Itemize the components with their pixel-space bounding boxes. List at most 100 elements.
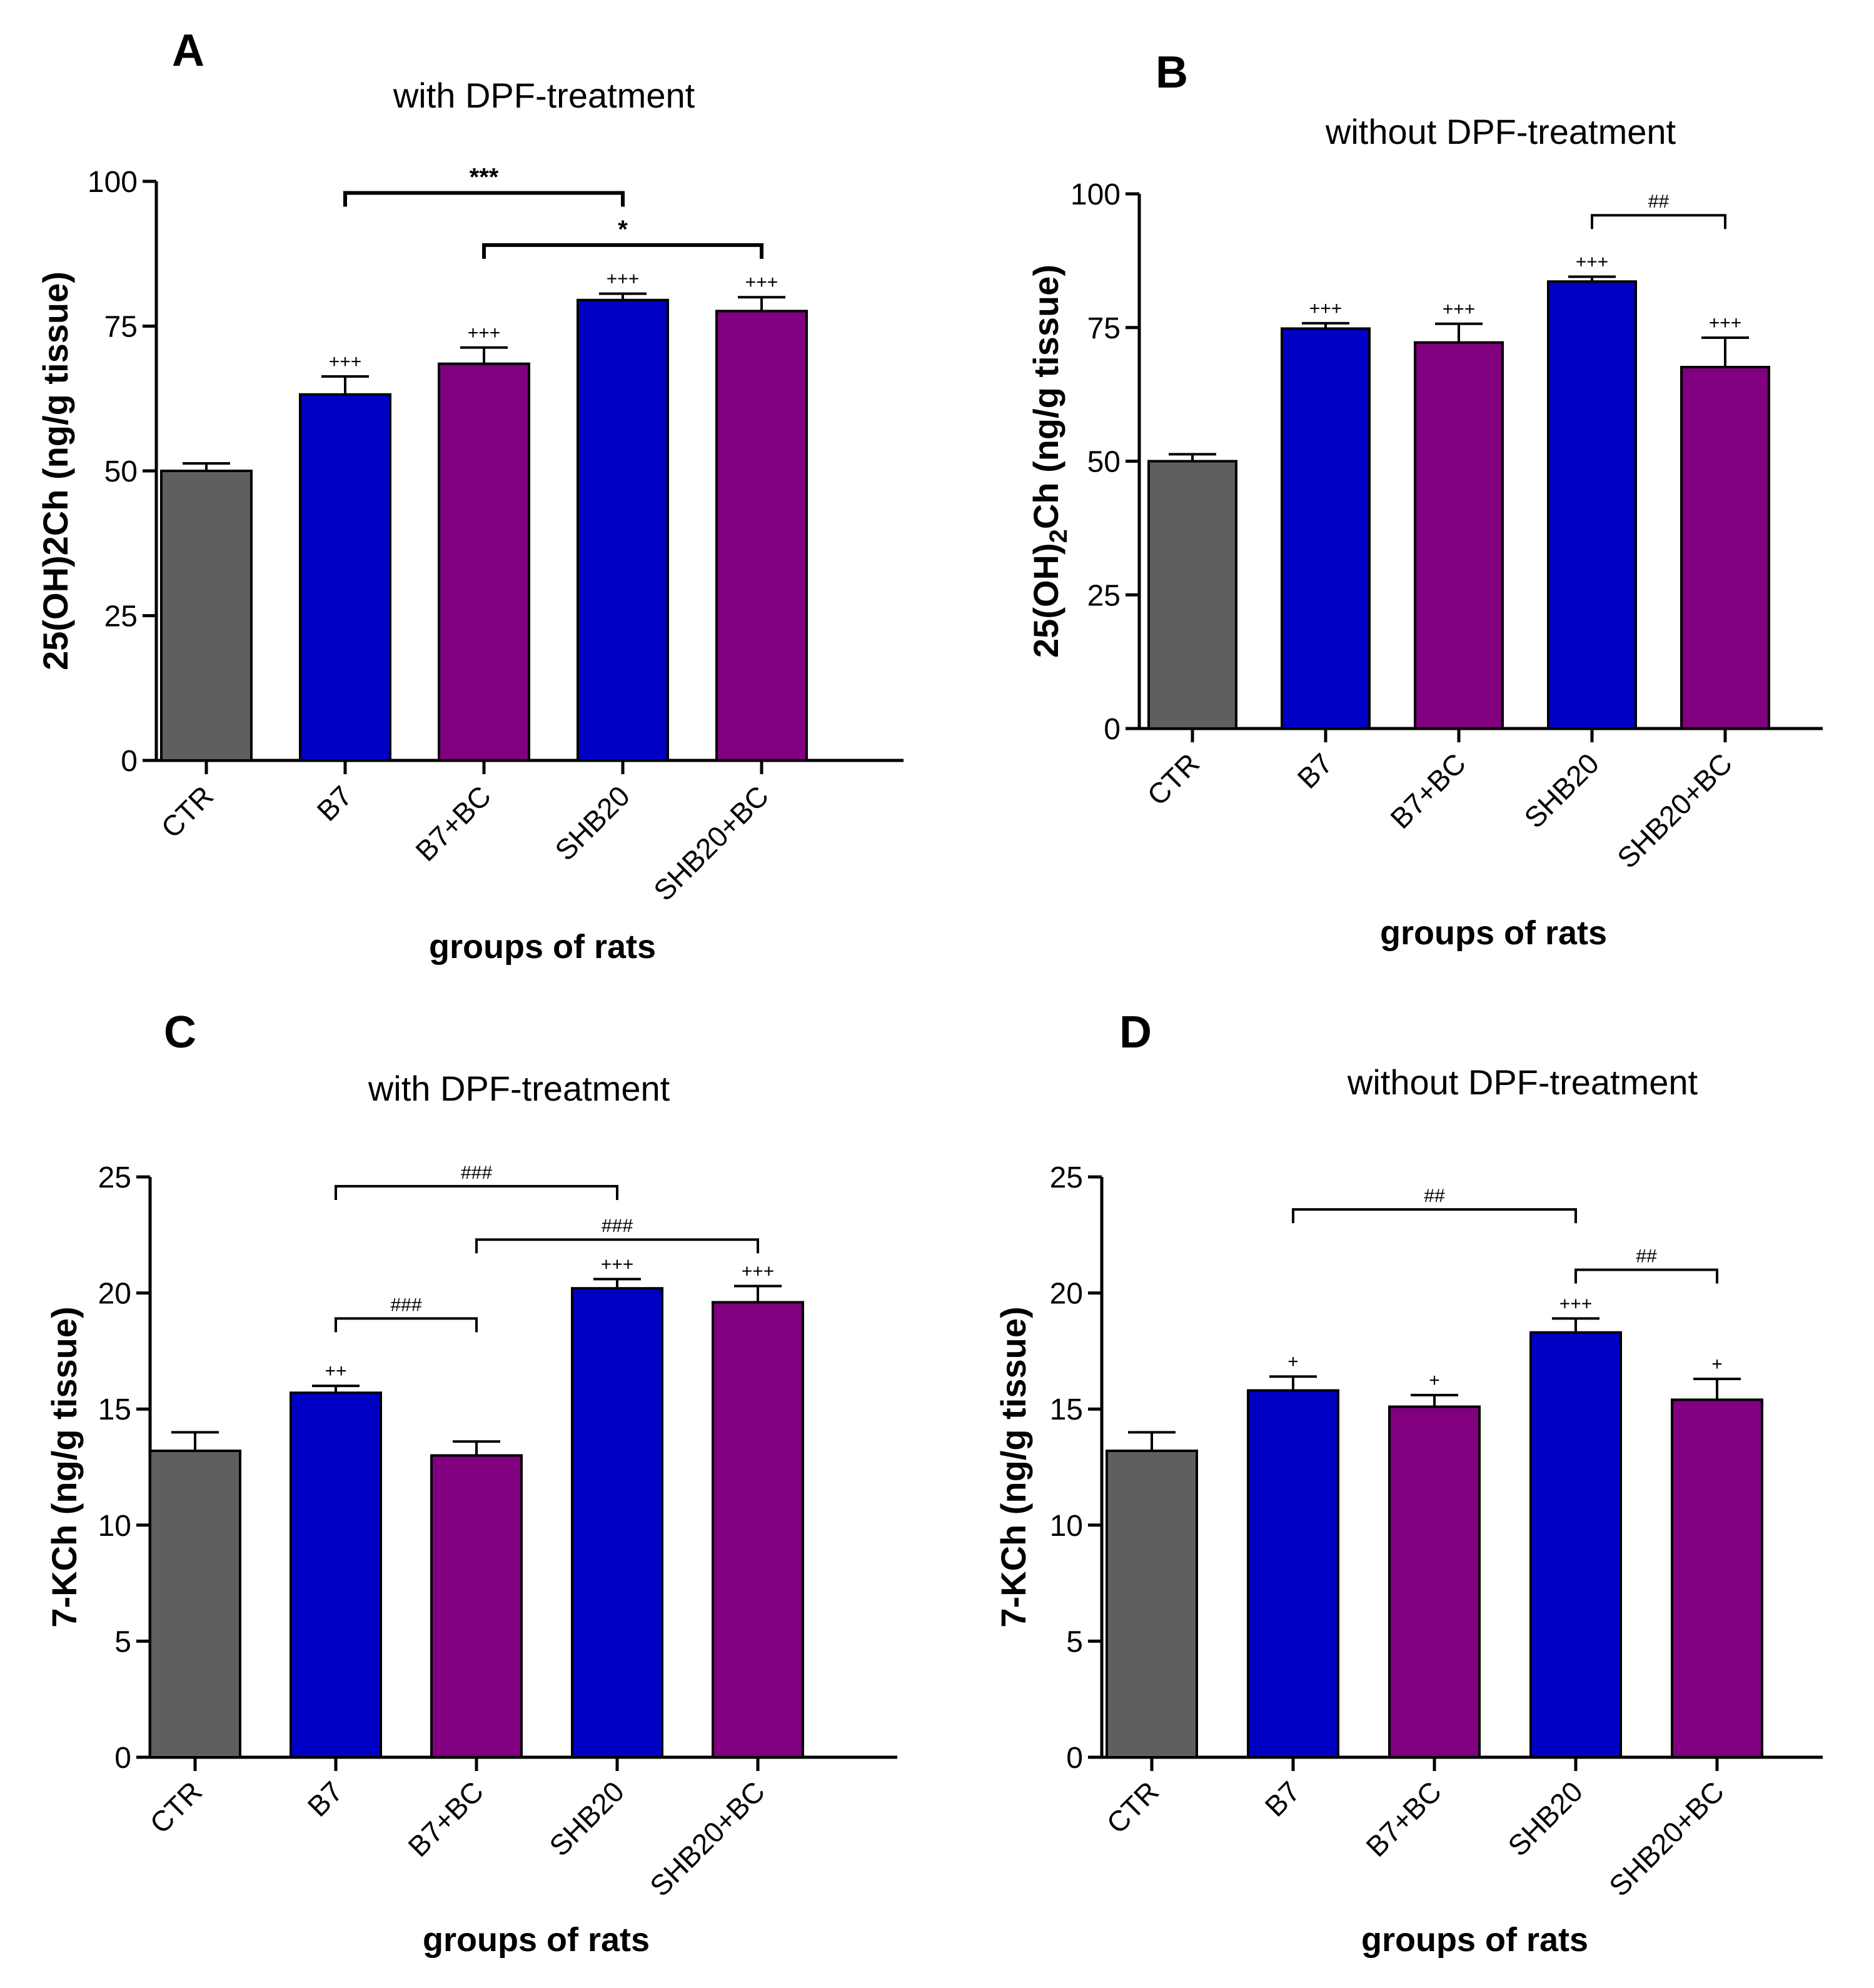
y-axis-label: 25(OH)2Ch (ng/g tissue) (36, 271, 75, 670)
chart-title: with DPF-treatment (368, 1069, 670, 1108)
x-tick-label: B7 (1291, 747, 1339, 795)
y-tick-label: 25 (104, 600, 138, 633)
y-tick-label: 75 (104, 311, 138, 344)
panel-letter: A (172, 26, 204, 76)
significance-mark: +++ (742, 1261, 775, 1281)
x-axis-label: groups of rats (423, 1921, 650, 1959)
y-tick-label: 75 (1087, 312, 1121, 345)
significance-mark: +++ (468, 323, 501, 343)
panel-letter: C (164, 1007, 196, 1057)
significance-mark: + (1711, 1354, 1723, 1375)
y-axis-label: 7-KCh (ng/g tissue) (44, 1306, 84, 1627)
bar-b7-bc (430, 1454, 523, 1758)
significance-mark: +++ (1443, 299, 1476, 320)
y-tick-label: 15 (98, 1393, 131, 1426)
y-tick-label: 0 (1104, 713, 1121, 746)
y-tick-label: 50 (104, 455, 138, 488)
bar-b7 (299, 393, 391, 762)
bracket-label: ### (461, 1163, 492, 1183)
bar-b7 (1281, 327, 1371, 730)
y-axis-label-subscript: 2 (1045, 529, 1072, 543)
significance-mark: +++ (1709, 313, 1742, 333)
bar-ctr (1106, 1450, 1198, 1759)
y-tick-label: 5 (114, 1625, 131, 1658)
y-tick-label: 10 (1050, 1510, 1083, 1543)
x-axis-label: groups of rats (1380, 914, 1607, 952)
x-tick-label: B7 (1259, 1775, 1307, 1823)
x-axis-label: groups of rats (429, 928, 656, 966)
x-tick-label: B7 (301, 1775, 350, 1823)
bar-shb20-bc (712, 1301, 804, 1758)
bar-shb20-bc (715, 310, 808, 762)
significance-mark: +++ (601, 1254, 634, 1274)
x-tick-label: SHB20 (1501, 1775, 1589, 1862)
significance-mark: + (1429, 1370, 1440, 1391)
x-tick-label: SHB20 (543, 1775, 630, 1862)
bracket-label: ### (602, 1216, 633, 1236)
significance-mark: +++ (1309, 298, 1343, 319)
bracket-label: ## (1424, 1186, 1445, 1206)
y-tick-label: 5 (1066, 1625, 1083, 1658)
significance-mark: +++ (329, 351, 362, 372)
bar-shb20 (571, 1287, 663, 1758)
x-tick-label: B7+BC (1359, 1775, 1448, 1863)
bar-shb20 (577, 298, 669, 762)
y-tick-label: 50 (1087, 446, 1121, 479)
chart-title: without DPF-treatment (1347, 1062, 1698, 1102)
bar-shb20 (1547, 280, 1637, 730)
bar-shb20-bc (1671, 1398, 1763, 1759)
y-tick-label: 20 (1050, 1278, 1083, 1311)
y-tick-label: 0 (1066, 1742, 1083, 1775)
chart-title: with DPF-treatment (393, 76, 695, 115)
x-tick-label: CTR (154, 779, 219, 844)
significance-mark: +++ (745, 272, 778, 293)
bracket-label: * (618, 216, 628, 243)
significance-bracket (1292, 1208, 1577, 1223)
bracket-label: *** (470, 164, 499, 191)
significance-bracket (1574, 1268, 1718, 1284)
x-tick-label: B7+BC (401, 1775, 490, 1863)
y-tick-label: 15 (1050, 1393, 1083, 1426)
significance-bracket (1591, 214, 1726, 230)
bar-shb20-bc (1680, 366, 1770, 730)
y-tick-label: 0 (114, 1742, 131, 1775)
bar-ctr (1147, 460, 1237, 730)
x-tick-label: B7 (311, 779, 359, 827)
x-tick-label: B7+BC (1384, 747, 1472, 835)
x-axis-label: groups of rats (1361, 1921, 1588, 1959)
x-tick-label: SHB20 (548, 779, 636, 867)
bracket-label: ## (1636, 1246, 1657, 1266)
significance-bracket (482, 243, 763, 259)
x-tick-label: SHB20+BC (647, 779, 775, 907)
bracket-label: ## (1648, 191, 1670, 212)
x-tick-label: CTR (1100, 1775, 1165, 1840)
x-tick-label: SHB20+BC (1603, 1775, 1730, 1902)
x-tick-label: CTR (143, 1775, 208, 1840)
y-tick-label: 100 (1070, 178, 1121, 211)
bracket-label: ### (390, 1294, 421, 1315)
y-tick-label: 25 (98, 1161, 131, 1194)
significance-bracket (335, 1184, 618, 1200)
significance-mark: +++ (607, 269, 640, 290)
bar-b7-bc (438, 362, 530, 762)
y-tick-label: 20 (98, 1278, 131, 1311)
x-tick-label: SHB20 (1518, 747, 1605, 834)
panel-letter: B (1156, 48, 1188, 98)
x-tick-label: B7+BC (409, 779, 497, 867)
y-tick-label: 25 (1050, 1161, 1083, 1194)
y-tick-label: 0 (121, 745, 138, 778)
y-tick-label: 25 (1087, 579, 1121, 612)
x-tick-label: SHB20+BC (643, 1775, 771, 1902)
significance-mark: ++ (325, 1361, 346, 1381)
y-axis-label-part: 25(OH) (1026, 543, 1065, 658)
bar-shb20 (1529, 1331, 1622, 1759)
bar-b7 (1247, 1389, 1339, 1758)
significance-bracket (343, 191, 625, 207)
y-tick-label: 10 (98, 1510, 131, 1543)
bar-b7-bc (1414, 341, 1504, 730)
